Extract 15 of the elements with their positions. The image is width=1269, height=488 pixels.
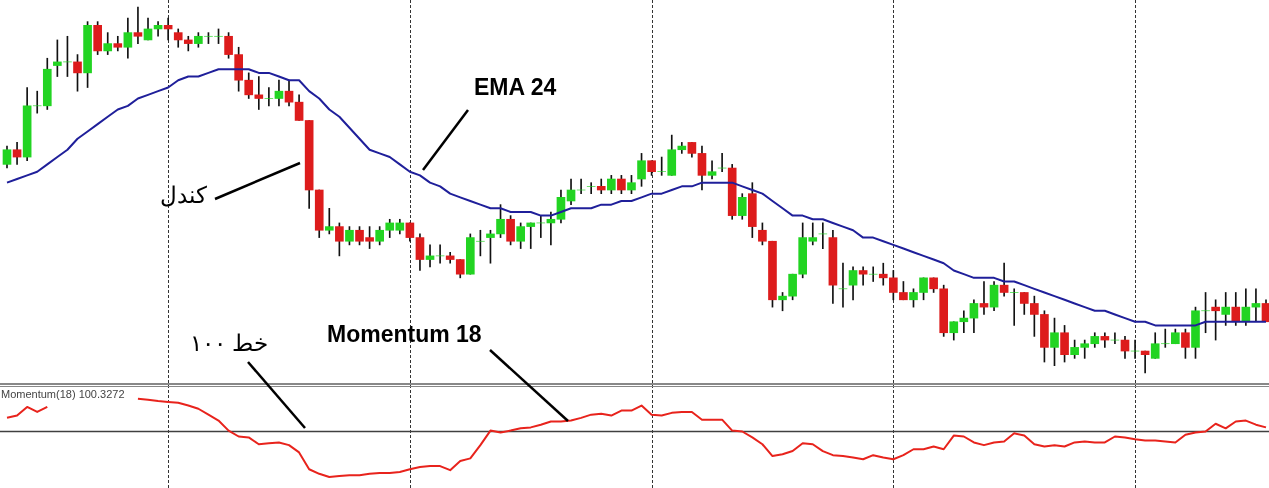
text: Momentum 18	[327, 321, 482, 347]
candlestick	[838, 262, 848, 308]
candlestick	[586, 182, 596, 194]
candlestick	[707, 160, 717, 180]
candlestick	[264, 87, 274, 107]
candlestick	[868, 266, 878, 282]
annotation: کندل	[160, 182, 207, 208]
candlestick	[133, 6, 143, 44]
candlestick	[1009, 288, 1019, 326]
candlestick	[878, 262, 888, 286]
chart-title: Momentum(18) 100.3272	[0, 388, 126, 400]
candlestick	[254, 76, 264, 110]
candlestick	[324, 207, 334, 235]
ref-line-label: خط ۱۰۰	[190, 330, 269, 356]
text: EMA 24	[474, 74, 557, 100]
